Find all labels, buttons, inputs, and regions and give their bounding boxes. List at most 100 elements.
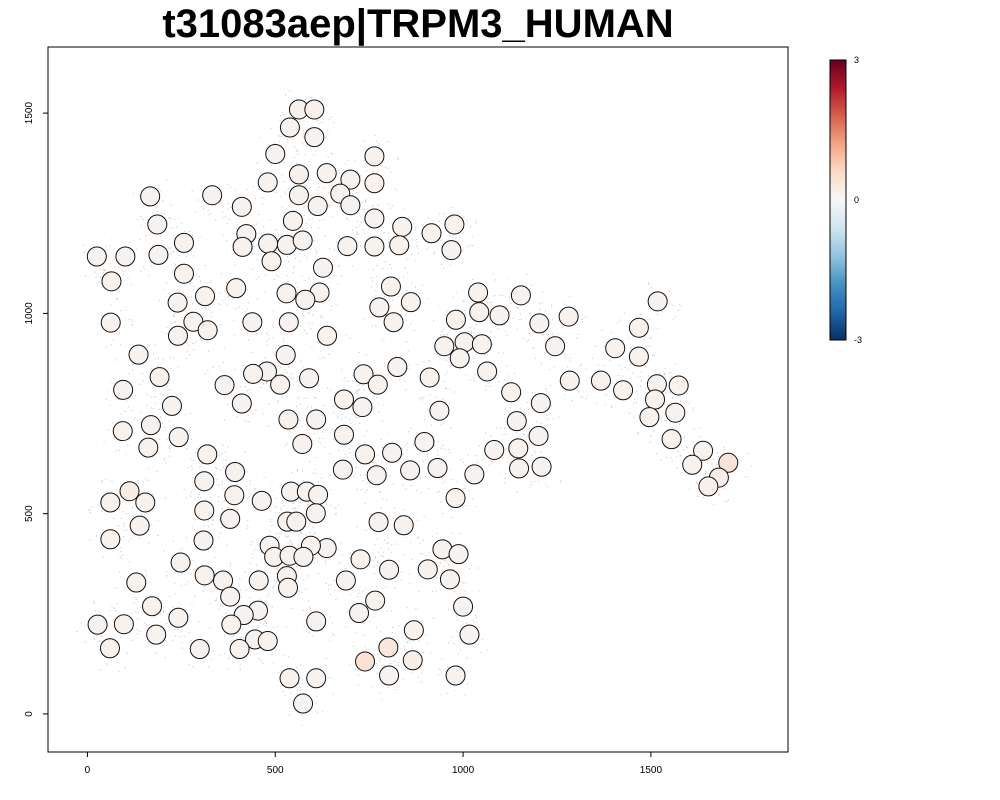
spot-marker	[115, 246, 136, 267]
colorbar-tick-label: -3	[854, 335, 862, 345]
spot-marker	[340, 169, 361, 190]
spot-marker	[668, 375, 689, 396]
spot-marker	[510, 285, 531, 306]
y-tick-label: 500	[24, 505, 35, 522]
spot-marker	[464, 464, 485, 485]
spot-marker	[509, 458, 530, 479]
spots-layer	[86, 99, 739, 714]
spot-marker	[402, 650, 423, 671]
spot-marker	[682, 454, 703, 475]
spot-marker	[335, 570, 356, 591]
spot-marker	[368, 512, 389, 533]
spot-marker	[194, 471, 215, 492]
spot-marker	[439, 569, 460, 590]
spot-marker	[340, 195, 361, 216]
spot-marker	[364, 173, 385, 194]
spot-marker	[434, 336, 455, 357]
spot-marker	[448, 544, 469, 565]
spot-marker	[453, 596, 474, 617]
spot-marker	[337, 236, 358, 257]
spot-marker	[477, 361, 498, 382]
spot-marker	[293, 546, 314, 567]
spot-marker	[444, 214, 465, 235]
spot-marker	[220, 586, 241, 607]
spot-marker	[168, 427, 189, 448]
spot-marker	[459, 624, 480, 645]
spot-marker	[292, 230, 313, 251]
spot-marker	[288, 164, 309, 185]
spot-marker	[693, 440, 714, 461]
spot-marker	[193, 530, 214, 551]
y-tick-label: 0	[24, 711, 35, 717]
spot-marker	[168, 607, 189, 628]
spot-marker	[279, 668, 300, 689]
spot-marker	[355, 444, 376, 465]
spot-marker	[469, 302, 490, 323]
spot-marker	[304, 99, 325, 120]
spot-marker	[317, 325, 338, 346]
spot-marker	[387, 357, 408, 378]
spot-marker	[100, 312, 121, 333]
spot-marker	[352, 397, 373, 418]
spot-marker	[383, 312, 404, 333]
spot-marker	[489, 305, 510, 326]
spot-marker	[306, 409, 327, 430]
spot-marker	[501, 382, 522, 403]
spot-marker	[112, 421, 133, 442]
spot-marker	[231, 196, 252, 217]
spot-marker	[147, 214, 168, 235]
spot-marker	[286, 511, 307, 532]
colorbar-tick-label: 0	[854, 195, 859, 205]
colorbar: 3 0 -3	[829, 55, 862, 345]
x-tick-label: 0	[85, 765, 91, 776]
spot-marker	[628, 317, 649, 338]
spot-marker	[379, 665, 400, 686]
spot-marker	[531, 456, 552, 477]
spot-marker	[306, 668, 327, 689]
x-tick-label: 1000	[452, 765, 475, 776]
spot-marker	[231, 393, 252, 414]
spot-marker	[243, 363, 264, 384]
spot-marker	[87, 614, 108, 635]
spot-marker	[528, 425, 549, 446]
spot-marker	[484, 439, 505, 460]
spot-marker	[647, 291, 668, 312]
spot-marker	[229, 639, 250, 660]
spot-marker	[197, 444, 218, 465]
spot-marker	[148, 244, 169, 265]
spot-marker	[389, 235, 410, 256]
axes-layer: 0 500 1000 1500 0 500 1000 1500	[24, 102, 662, 776]
spot-marker	[135, 492, 156, 513]
spot-marker	[195, 286, 216, 307]
spot-marker	[276, 283, 297, 304]
spot-marker	[251, 490, 272, 511]
spot-marker	[445, 488, 466, 509]
spot-marker	[189, 639, 210, 660]
spot-marker	[645, 389, 666, 410]
spot-marker	[140, 415, 161, 436]
spot-marker	[119, 481, 140, 502]
spot-marker	[142, 596, 163, 617]
spot-marker	[292, 433, 313, 454]
spot-marker	[380, 276, 401, 297]
spot-marker	[590, 370, 611, 391]
spot-marker	[367, 374, 388, 395]
spot-marker	[226, 278, 247, 299]
spot-marker	[221, 614, 242, 635]
spot-marker	[257, 631, 278, 652]
spot-marker	[353, 364, 374, 385]
spot-marker	[698, 476, 719, 497]
spot-marker	[140, 186, 161, 207]
spot-marker	[128, 344, 149, 365]
spot-marker	[232, 236, 253, 257]
x-tick-label: 1500	[640, 765, 663, 776]
spot-marker	[316, 163, 337, 184]
spot-marker	[366, 465, 387, 486]
spot-marker	[364, 208, 385, 229]
spot-marker	[225, 462, 246, 483]
spot-marker	[364, 146, 385, 167]
spot-marker	[364, 236, 385, 257]
spot-marker	[146, 624, 167, 645]
spot-marker	[167, 325, 188, 346]
